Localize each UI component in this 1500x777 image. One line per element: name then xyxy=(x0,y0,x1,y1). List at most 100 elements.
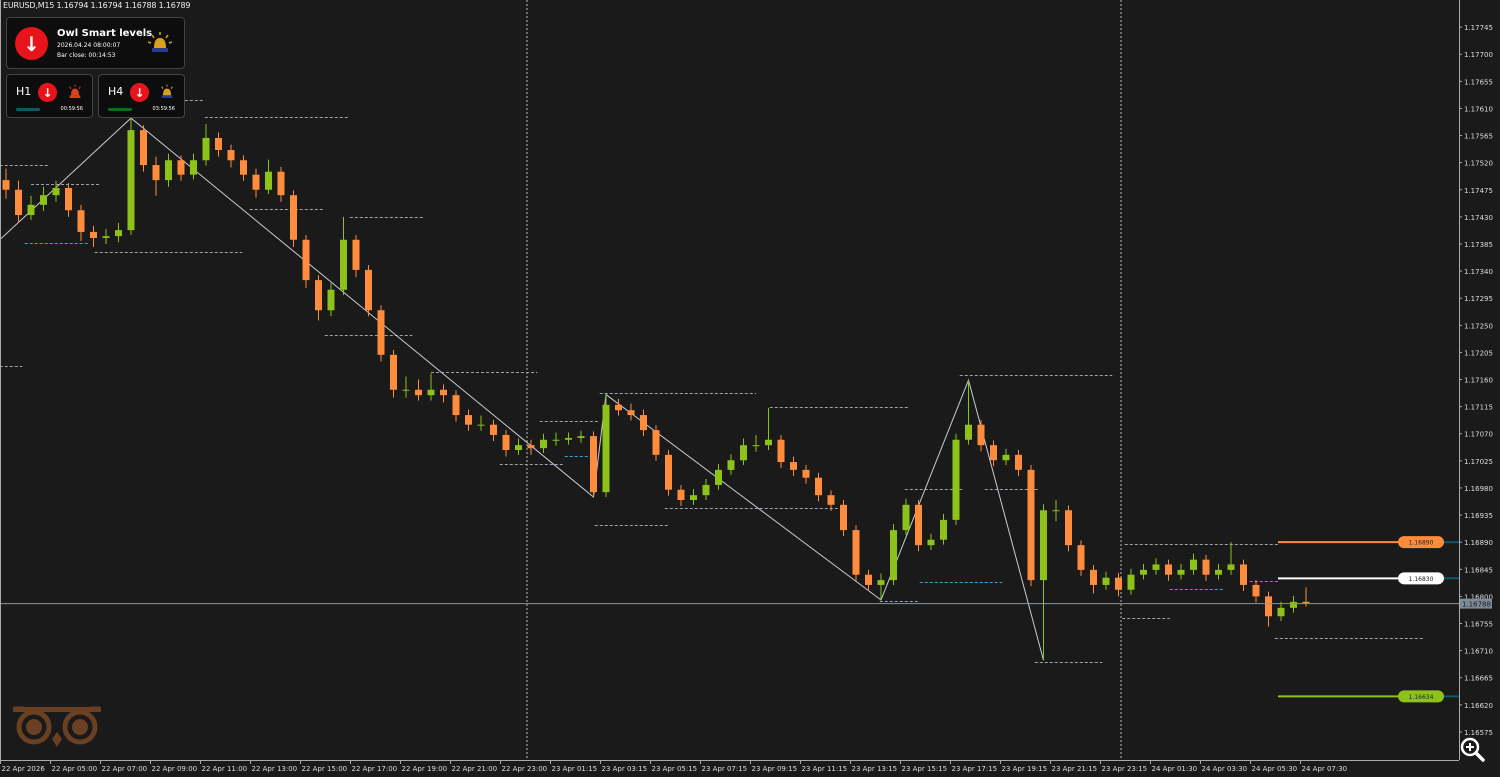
candle xyxy=(627,403,635,421)
y-tick-label: 1.17385 xyxy=(1464,241,1493,249)
candle xyxy=(315,275,322,321)
x-tick-label: 23 Apr 11:15 xyxy=(802,765,848,773)
y-tick-label: 1.17520 xyxy=(1464,160,1493,168)
level-label: 1.16634 xyxy=(1409,694,1434,701)
y-tick-label: 1.17250 xyxy=(1464,322,1493,330)
candle xyxy=(1115,572,1122,597)
candle xyxy=(340,216,347,296)
candle xyxy=(390,350,397,398)
candle xyxy=(352,234,360,278)
candle-body xyxy=(415,389,422,396)
candle xyxy=(977,419,985,452)
candle xyxy=(1177,563,1185,580)
candle xyxy=(877,573,885,600)
y-tick-label: 1.17610 xyxy=(1464,105,1493,113)
candle-body xyxy=(852,530,860,575)
x-tick-label: 24 Apr 03:30 xyxy=(1202,765,1248,773)
y-tick-label: 1.16935 xyxy=(1464,512,1493,520)
candle-body xyxy=(565,437,572,440)
candle-body xyxy=(677,489,685,500)
candle xyxy=(277,166,285,202)
y-tick-label: 1.17025 xyxy=(1464,458,1493,466)
level-label-pill[interactable] xyxy=(1398,690,1444,703)
h1-panel[interactable]: H1 ↓ 00:59:56 xyxy=(6,74,93,118)
indicator-title: Owl Smart levels xyxy=(57,28,153,39)
candle xyxy=(90,225,97,247)
candle-body xyxy=(302,239,310,281)
candle-body xyxy=(2,180,10,190)
candle-body xyxy=(190,160,197,175)
candle-body xyxy=(365,269,372,311)
candle-body xyxy=(1052,510,1060,512)
owl-smart-levels-panel[interactable]: ↓ Owl Smart levels 2026.04.24 08:00:07 B… xyxy=(6,17,185,69)
candle xyxy=(602,394,610,497)
x-tick-label: 22 Apr 2026 xyxy=(2,765,46,773)
candle-body xyxy=(477,424,485,426)
candle xyxy=(652,425,660,461)
time-axis-bg xyxy=(0,760,1500,777)
candle-body xyxy=(515,445,522,450)
candle-body xyxy=(952,439,960,520)
candle-body xyxy=(90,231,97,238)
level-label: 1.16830 xyxy=(1409,576,1434,583)
candle-body xyxy=(402,389,410,391)
candle xyxy=(952,433,960,525)
candle xyxy=(690,489,697,505)
candle xyxy=(302,234,310,288)
candle-body xyxy=(815,477,822,496)
candle-body xyxy=(602,404,610,493)
candle xyxy=(765,407,772,450)
candle xyxy=(1165,559,1172,581)
candle xyxy=(415,379,422,401)
x-tick-label: 23 Apr 07:15 xyxy=(702,765,748,773)
candle-body xyxy=(340,239,347,290)
candle xyxy=(927,533,935,550)
candle xyxy=(127,118,135,235)
y-tick-label: 1.17070 xyxy=(1464,431,1493,439)
candle xyxy=(640,409,647,437)
candle-body xyxy=(152,165,160,181)
candle-body xyxy=(215,137,222,150)
candle xyxy=(165,153,172,187)
x-tick-label: 23 Apr 05:15 xyxy=(652,765,698,773)
candle-body xyxy=(27,204,35,216)
candle xyxy=(15,180,22,223)
candle-body xyxy=(827,495,835,505)
candle xyxy=(1127,568,1135,595)
candle-body xyxy=(1177,569,1185,575)
candle-body xyxy=(790,462,797,470)
y-tick-label: 1.16575 xyxy=(1464,729,1493,737)
magnifier-zoom-icon[interactable] xyxy=(1459,736,1485,762)
candle-body xyxy=(715,469,722,485)
candle-body xyxy=(1252,584,1260,597)
candle-body xyxy=(15,189,22,216)
candle-body xyxy=(277,171,285,196)
candle-body xyxy=(965,424,972,440)
candle-body xyxy=(752,445,760,447)
level-label-pill[interactable] xyxy=(1398,572,1444,585)
x-tick-label: 22 Apr 05:00 xyxy=(52,765,98,773)
candle-body xyxy=(627,410,635,416)
candle-body xyxy=(702,484,710,496)
candle-body xyxy=(440,389,447,396)
candle xyxy=(915,500,922,552)
candle xyxy=(465,409,472,431)
candle xyxy=(1265,591,1272,627)
h4-panel[interactable]: H4 ↓ 03:59:56 xyxy=(98,74,185,118)
candle xyxy=(1090,565,1097,594)
candle-body xyxy=(902,504,910,531)
y-tick-label: 1.17655 xyxy=(1464,78,1493,86)
candle-body xyxy=(140,130,147,166)
candle xyxy=(1027,465,1035,587)
candle-body xyxy=(927,539,935,546)
candle-body xyxy=(1152,564,1160,570)
candle xyxy=(1140,563,1147,580)
arrow-down-icon: ↓ xyxy=(15,27,48,60)
x-tick-label: 23 Apr 09:15 xyxy=(752,765,798,773)
x-tick-label: 22 Apr 11:00 xyxy=(202,765,248,773)
candle xyxy=(52,180,60,202)
level-label-pill[interactable] xyxy=(1398,536,1444,549)
x-tick-label: 22 Apr 07:00 xyxy=(102,765,148,773)
candle-body xyxy=(1090,569,1097,585)
